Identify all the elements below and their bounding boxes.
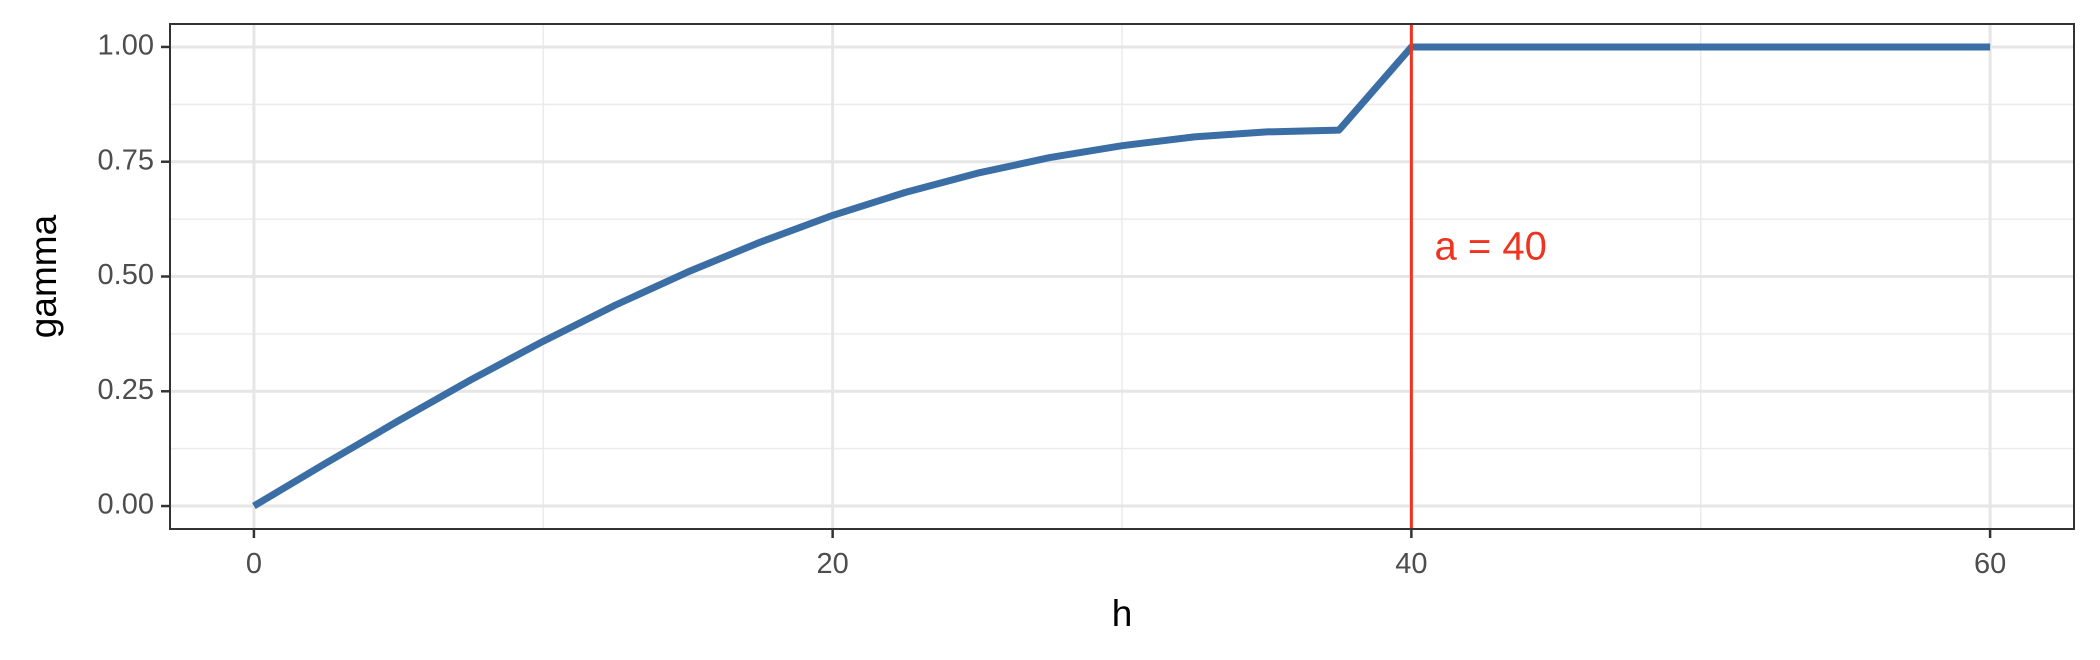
- annotations: a = 40: [1435, 225, 1547, 269]
- y-tick-label: 0.25: [98, 374, 154, 406]
- y-tick-label: 0.50: [98, 259, 154, 291]
- y-tick-label: 0.75: [98, 144, 154, 176]
- series-line: [252, 43, 1991, 510]
- x-tick-label: 20: [817, 548, 849, 580]
- data-layer: [252, 24, 1991, 529]
- x-tick-label: 60: [1974, 548, 2006, 580]
- grid: [170, 24, 2074, 529]
- axes: 0 20 40 60 0.00 0.25 0.50 0.75 1.00: [98, 30, 2007, 580]
- x-axis-title: h: [1112, 593, 1133, 634]
- vline-label: a = 40: [1435, 225, 1547, 269]
- y-axis-title: gamma: [23, 214, 64, 338]
- y-tick-label: 1.00: [98, 30, 154, 62]
- x-tick-label: 0: [246, 548, 262, 580]
- y-tick-label: 0.00: [98, 489, 154, 521]
- x-tick-label: 40: [1395, 548, 1427, 580]
